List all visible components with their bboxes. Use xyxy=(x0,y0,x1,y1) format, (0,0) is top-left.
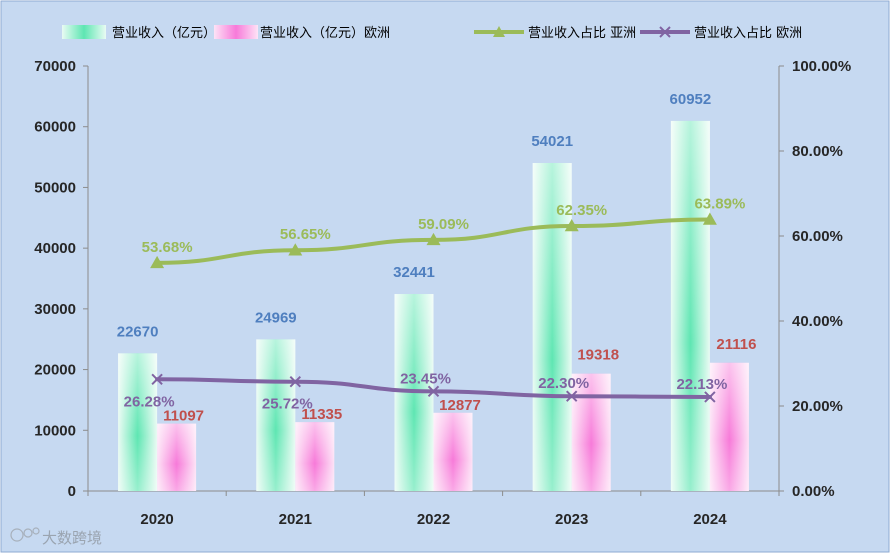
bar-data-label: 60952 xyxy=(670,91,712,108)
watermark-text: 大数跨境 xyxy=(42,529,102,547)
bar-data-label: 21116 xyxy=(716,336,756,353)
y-left-tick-label: 20000 xyxy=(34,362,76,379)
bar-shade xyxy=(571,373,611,491)
line-data-label: 25.72% xyxy=(262,396,313,413)
y-right-tick-label: 80.00% xyxy=(792,143,843,160)
bars xyxy=(118,120,749,491)
bar-data-label: 11335 xyxy=(301,406,342,423)
y-left-tick-label: 50000 xyxy=(34,179,76,196)
x-marker xyxy=(565,390,578,402)
bar-data-label: 19318 xyxy=(577,347,619,364)
x-tick-label: 2021 xyxy=(279,511,312,528)
x-marker xyxy=(427,385,440,398)
lines xyxy=(150,212,717,403)
triangle-marker xyxy=(564,219,579,232)
y-left-tick-label: 10000 xyxy=(34,422,76,439)
y-left-tick-label: 30000 xyxy=(34,301,76,318)
bar-shade xyxy=(256,339,296,491)
x-tick-label: 2024 xyxy=(693,511,727,528)
y-right-tick-label: 100.00% xyxy=(792,58,851,75)
y-left-tick-label: 40000 xyxy=(34,240,76,257)
line-data-label: 63.89% xyxy=(694,195,745,212)
line-data-label: 22.13% xyxy=(676,376,727,393)
triangle-marker xyxy=(150,255,165,269)
bar-data-label: 24969 xyxy=(255,309,297,326)
line-data-label: 53.68% xyxy=(142,239,193,256)
x-tick-label: 2022 xyxy=(417,511,450,528)
data-labels: 22670 24969 32441 54021 60952 11097 11335 12877… xyxy=(117,91,757,425)
line-data-label: 62.35% xyxy=(556,202,607,219)
triangle-marker xyxy=(288,243,303,256)
bar-shade xyxy=(295,422,335,491)
triangle-marker xyxy=(426,232,441,246)
bar-shade xyxy=(532,163,572,491)
bar-data-label: 11097 xyxy=(163,408,204,425)
legend-label: 营业收入（亿元）亚洲 xyxy=(112,26,242,41)
legend-label: 营业收入（亿元）欧洲 xyxy=(260,26,390,41)
legend-x-marker xyxy=(659,26,671,38)
legend-swatch xyxy=(62,25,106,39)
line-data-label: 59.09% xyxy=(418,216,469,233)
watermark: 大数跨境 xyxy=(10,527,102,547)
watermark-logo-icon xyxy=(10,527,40,542)
triangle-marker xyxy=(702,212,717,225)
bar-shade xyxy=(670,120,710,491)
y-right-tick-label: 0.00% xyxy=(792,483,835,500)
y-left-tick-label: 70000 xyxy=(34,58,76,75)
x-marker xyxy=(151,373,163,386)
line-data-label: 56.65% xyxy=(280,226,331,243)
legend-label: 营业收入占比 欧洲 xyxy=(694,26,802,41)
y-right-tick-label: 40.00% xyxy=(792,313,843,330)
x-tick-label: 2020 xyxy=(140,511,173,528)
bar-data-label: 32441 xyxy=(393,264,435,281)
line-data-label: 26.28% xyxy=(124,393,175,410)
y-left-tick-label: 0 xyxy=(68,483,76,500)
bar-shade xyxy=(709,362,749,491)
legend-triangle-marker xyxy=(493,26,505,37)
y-right-tick-label: 60.00% xyxy=(792,228,843,245)
line-data-label: 22.30% xyxy=(538,375,589,392)
legend-swatch xyxy=(214,25,258,39)
bar-shade xyxy=(433,412,473,491)
bar-data-label: 12877 xyxy=(439,397,481,414)
legend: 营业收入（亿元）亚洲 营业收入（亿元）欧洲 营业收入占比 亚洲 营业收入占比 欧洲 xyxy=(62,25,802,41)
y-left-tick-label: 60000 xyxy=(34,119,76,136)
line-data-label: 23.45% xyxy=(400,370,451,387)
y-right-tick-label: 20.00% xyxy=(792,398,843,415)
bar-data-label: 54021 xyxy=(531,133,573,150)
bar-shade xyxy=(157,423,197,491)
legend-label: 营业收入占比 亚洲 xyxy=(528,26,636,41)
x-marker xyxy=(704,391,716,403)
bar-shade xyxy=(118,353,158,491)
bar-data-label: 22670 xyxy=(117,323,159,340)
x-marker xyxy=(289,375,302,388)
x-tick-label: 2023 xyxy=(555,511,588,528)
